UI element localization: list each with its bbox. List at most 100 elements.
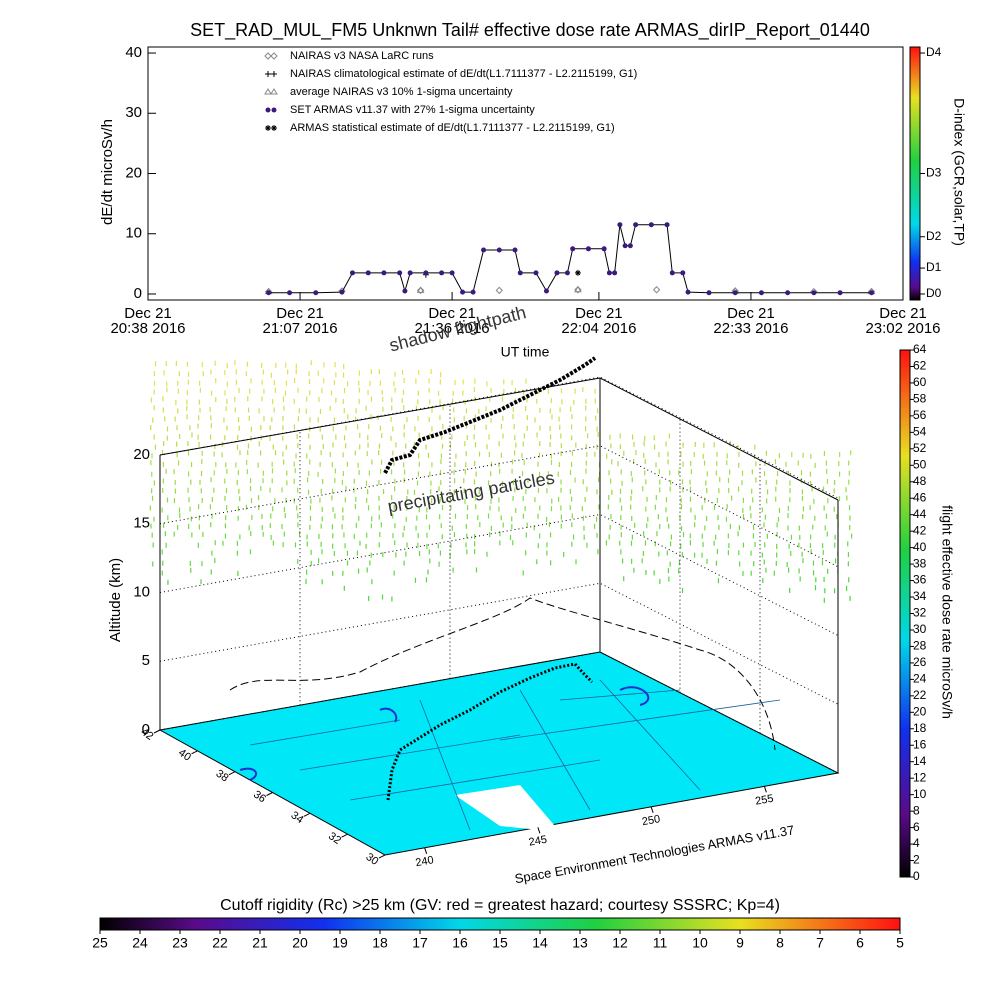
y-tick-label: 10 [133, 583, 150, 600]
legend-label: ARMAS statistical estimate of dE/dt(L1.7… [290, 122, 615, 134]
colorbar-tick-label: 22 [913, 688, 927, 702]
data-point [627, 243, 633, 249]
x-tick-label: 23:02 2016 [865, 320, 940, 337]
legend-symbol [270, 88, 278, 95]
colorbar-tick-label: 17 [412, 935, 428, 951]
data-point [606, 270, 612, 276]
colorbar-tick-label: 23 [172, 935, 188, 951]
data-point [680, 270, 686, 276]
colorbar-title: Cutoff rigidity (Rc) >25 km (GV: red = g… [220, 897, 780, 914]
lat-tick [228, 771, 236, 776]
data-point [402, 288, 408, 294]
y-tick-label: 30 [125, 104, 142, 121]
x-tick-label: 21:36 2016 [415, 320, 490, 337]
data-point [517, 270, 523, 276]
lat-tick-label: 40 [176, 747, 193, 764]
data-point [512, 247, 518, 253]
colorbar-tick-label: 8 [776, 935, 784, 951]
data-point [495, 286, 503, 295]
map-borders [249, 679, 781, 831]
lat-tick [191, 750, 198, 755]
legend-symbol [264, 52, 272, 60]
flightpath [383, 356, 597, 474]
data-point [601, 246, 607, 252]
y-tick-label: 0 [142, 721, 150, 738]
lat-tick-label: 42 [139, 726, 156, 743]
data-point [543, 288, 549, 294]
axis-line [599, 377, 839, 501]
colorbar-tick-label: 12 [612, 935, 628, 951]
x-tick-label: 22:04 2016 [561, 320, 636, 337]
x-tick-label: Dec 21 [879, 305, 927, 322]
lat-tick-label: 38 [214, 768, 231, 785]
data-point [407, 270, 413, 276]
colorbar-tick-label: 32 [913, 606, 927, 620]
data-point [574, 285, 582, 293]
colorbar-tick-label: 40 [913, 540, 927, 554]
y-tick-label: 0 [134, 285, 142, 302]
data-line [268, 224, 872, 294]
colorbar-tick-label: 16 [452, 935, 468, 951]
axis-line [159, 377, 601, 456]
colorbar [99, 917, 901, 931]
lat-tick [378, 854, 386, 859]
lat-tick [153, 729, 161, 734]
y-axis-label: dE/dt microSv/h [99, 119, 116, 225]
colorbar-tick-label: 50 [913, 457, 927, 471]
data-point [648, 222, 654, 228]
data-point [496, 247, 502, 253]
x-tick-label: Dec 21 [575, 305, 623, 322]
colorbar-tick-label: 0 [913, 869, 920, 883]
grid-line [159, 513, 839, 636]
x-tick-label: 20:38 2016 [110, 320, 185, 337]
data-point [397, 270, 403, 276]
colorbar-tick-label: 52 [913, 441, 927, 455]
data-point [287, 290, 293, 296]
colorbar-tick-label: 48 [913, 474, 927, 488]
x-tick-label: Dec 21 [727, 305, 775, 322]
colorbar-tick-label: 20 [913, 704, 927, 718]
data-point [574, 286, 582, 294]
lat-tick [266, 792, 273, 796]
particle-field [149, 360, 853, 603]
data-point [416, 286, 425, 295]
colorbar-tick-label: 8 [913, 803, 920, 817]
data-point [622, 243, 628, 249]
d-index-colorbar [909, 46, 921, 301]
y-tick-label: 15 [133, 515, 150, 532]
colorbar-tick-label: 18 [913, 721, 927, 735]
colorbar-tick-label: 25 [92, 935, 108, 951]
data-point [470, 289, 476, 295]
x-axis-label: UT time [501, 344, 550, 360]
lat-tick [303, 812, 311, 817]
colorbar-tick-label: 6 [856, 935, 864, 951]
subtitle: Space Environment Technologies ARMAS v11… [514, 822, 796, 886]
plot-frame [147, 46, 904, 301]
data-point [564, 270, 570, 276]
lat-tick [341, 833, 348, 838]
data-point [439, 270, 445, 276]
colorbar-tick-label: 16 [913, 737, 927, 751]
colorbar-tick-label: 20 [292, 935, 308, 951]
data-point [685, 289, 691, 295]
lat-tick-label: 34 [289, 809, 306, 826]
colorbar-tick-label: 7 [816, 935, 824, 951]
grid-line [159, 582, 839, 705]
data-point [785, 290, 791, 296]
colorbar-tick-label: 5 [896, 935, 904, 951]
colorbar-tick-label: 24 [132, 935, 148, 951]
legend-symbol [271, 107, 277, 113]
colorbar-tick-label: 2 [913, 853, 920, 867]
x-tick-label: 21:07 2016 [263, 320, 338, 337]
y2-tick-label: D1 [926, 260, 942, 274]
y2-tick-label: D3 [926, 166, 942, 180]
y2-tick-label: D0 [926, 286, 942, 300]
legend-label: SET ARMAS v11.37 with 27% 1-sigma uncert… [290, 104, 535, 116]
colorbar-tick-label: 24 [913, 672, 927, 686]
colorbar-tick-label: 28 [913, 639, 927, 653]
data-point [758, 290, 764, 296]
lon-tick-label: 245 [528, 834, 548, 849]
lon-tick [763, 786, 767, 793]
data-point [669, 270, 675, 276]
